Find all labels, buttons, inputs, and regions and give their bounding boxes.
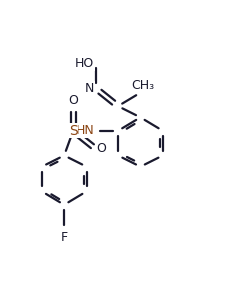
Text: O: O xyxy=(68,94,78,107)
Text: F: F xyxy=(61,231,68,243)
Text: N: N xyxy=(85,82,94,95)
Text: HN: HN xyxy=(76,124,94,137)
Text: O: O xyxy=(97,142,106,155)
Text: CH₃: CH₃ xyxy=(131,79,154,92)
Text: HO: HO xyxy=(75,57,94,70)
Text: S: S xyxy=(69,124,77,138)
